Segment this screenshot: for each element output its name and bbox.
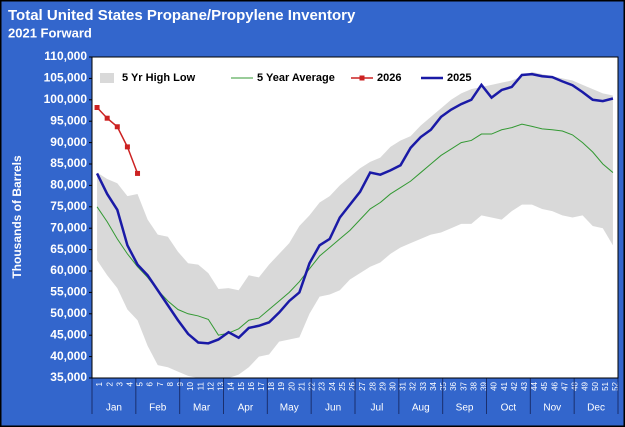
legend-label: 2025 — [447, 72, 471, 84]
legend-swatch — [100, 73, 114, 83]
month-label: Feb — [149, 403, 167, 414]
month-label: Jan — [106, 403, 122, 414]
series-line — [96, 123, 614, 336]
month-label: Jun — [325, 403, 341, 414]
series-line — [95, 72, 614, 345]
y-tick-label: 40,000 — [50, 349, 87, 363]
y-tick-label: 75,000 — [50, 199, 87, 213]
y-tick-label: 50,000 — [50, 306, 87, 320]
x-tick-label: 14 — [227, 381, 236, 390]
month-label: May — [280, 403, 299, 414]
x-tick-label: 13 — [217, 381, 226, 390]
x-tick-label: 45 — [540, 381, 549, 390]
x-tick-label: 16 — [247, 381, 256, 390]
y-tick-label: 65,000 — [50, 242, 87, 256]
month-label: Sep — [456, 403, 474, 414]
x-tick-label: 18 — [267, 381, 276, 390]
x-tick-label: 50 — [591, 381, 600, 390]
x-tick-label: 12 — [206, 381, 215, 390]
x-tick-label: 2 — [105, 381, 114, 386]
x-tick-label: 26 — [348, 381, 357, 390]
y-tick-label: 55,000 — [50, 285, 87, 299]
y-tick-label: 80,000 — [50, 178, 87, 192]
x-tick-label: 33 — [419, 381, 428, 390]
x-tick-label: 20 — [287, 381, 296, 390]
x-tick-label: 42 — [510, 381, 519, 390]
x-tick-label: 15 — [237, 381, 246, 390]
x-tick-label: 38 — [469, 381, 478, 390]
x-tick-label: 6 — [146, 381, 155, 386]
point-marker — [104, 115, 110, 121]
x-tick-label: 28 — [368, 381, 377, 390]
x-tick-label: 17 — [257, 381, 266, 390]
x-tick-label: 49 — [581, 381, 590, 390]
x-tick-label: 8 — [166, 381, 175, 386]
legend-marker — [359, 75, 365, 81]
x-tick-label: 52 — [611, 381, 620, 390]
x-tick-label: 39 — [480, 381, 489, 390]
x-tick-label: 41 — [500, 381, 509, 390]
month-label: Mar — [193, 403, 211, 414]
y-axis-label: Thousands of Barrels — [10, 155, 24, 279]
y-tick-label: 95,000 — [50, 113, 87, 127]
y-tick-label: 60,000 — [50, 263, 87, 277]
x-tick-label: 31 — [399, 381, 408, 390]
point-marker — [114, 124, 120, 130]
x-tick-label: 4 — [126, 381, 135, 386]
legend-label: 2026 — [377, 72, 401, 84]
x-tick-label: 10 — [186, 381, 195, 390]
x-tick-label: 9 — [176, 381, 185, 386]
x-tick-label: 36 — [449, 381, 458, 390]
x-tick-label: 51 — [601, 381, 610, 390]
x-tick-label: 19 — [277, 381, 286, 390]
month-label: Dec — [587, 403, 605, 414]
y-tick-label: 85,000 — [50, 156, 87, 170]
x-tick-label: 37 — [459, 381, 468, 390]
y-tick-label: 45,000 — [50, 327, 87, 341]
x-tick-label: 23 — [318, 381, 327, 390]
month-label: Nov — [543, 403, 561, 414]
x-tick-label: 7 — [156, 381, 165, 386]
x-tick-label: 27 — [358, 381, 367, 390]
x-tick-label: 32 — [409, 381, 418, 390]
x-tick-label: 22 — [308, 381, 317, 390]
month-label: Oct — [501, 403, 517, 414]
x-tick-label: 44 — [530, 381, 539, 390]
legend-label: 5 Year Average — [257, 72, 335, 84]
y-tick-label: 90,000 — [50, 135, 87, 149]
x-tick-label: 43 — [520, 381, 529, 390]
x-tick-label: 34 — [429, 381, 438, 390]
month-label: Apr — [238, 403, 254, 414]
x-tick-label: 1 — [95, 381, 104, 386]
x-tick-label: 11 — [196, 381, 205, 390]
legend-label: 5 Yr High Low — [122, 72, 196, 84]
x-tick-label: 48 — [571, 381, 580, 390]
plot-frame — [91, 56, 619, 379]
y-tick-label: 110,000 — [44, 49, 87, 63]
month-label: Jul — [371, 403, 384, 414]
x-tick-label: 46 — [550, 381, 559, 390]
x-tick-label: 5 — [136, 381, 145, 386]
x-tick-label: 35 — [439, 381, 448, 390]
x-tick-label: 21 — [297, 381, 306, 390]
chart-title: Total United States Propane/Propylene In… — [8, 7, 356, 24]
point-marker — [94, 105, 100, 111]
chart-subtitle: 2021 Forward — [8, 25, 92, 40]
x-tick-label: 30 — [389, 381, 398, 390]
y-tick-label: 105,000 — [44, 71, 88, 85]
point-marker — [135, 170, 141, 176]
month-label: Aug — [412, 403, 430, 414]
y-tick-label: 100,000 — [44, 92, 88, 106]
y-tick-label: 70,000 — [50, 220, 87, 234]
point-marker — [124, 144, 130, 150]
x-tick-label: 3 — [115, 381, 124, 386]
x-tick-label: 29 — [378, 381, 387, 390]
x-tick-label: 24 — [328, 381, 337, 390]
x-tick-label: 40 — [490, 381, 499, 390]
y-tick-label: 35,000 — [50, 370, 87, 384]
x-tick-label: 25 — [338, 381, 347, 390]
x-tick-label: 47 — [560, 381, 569, 390]
